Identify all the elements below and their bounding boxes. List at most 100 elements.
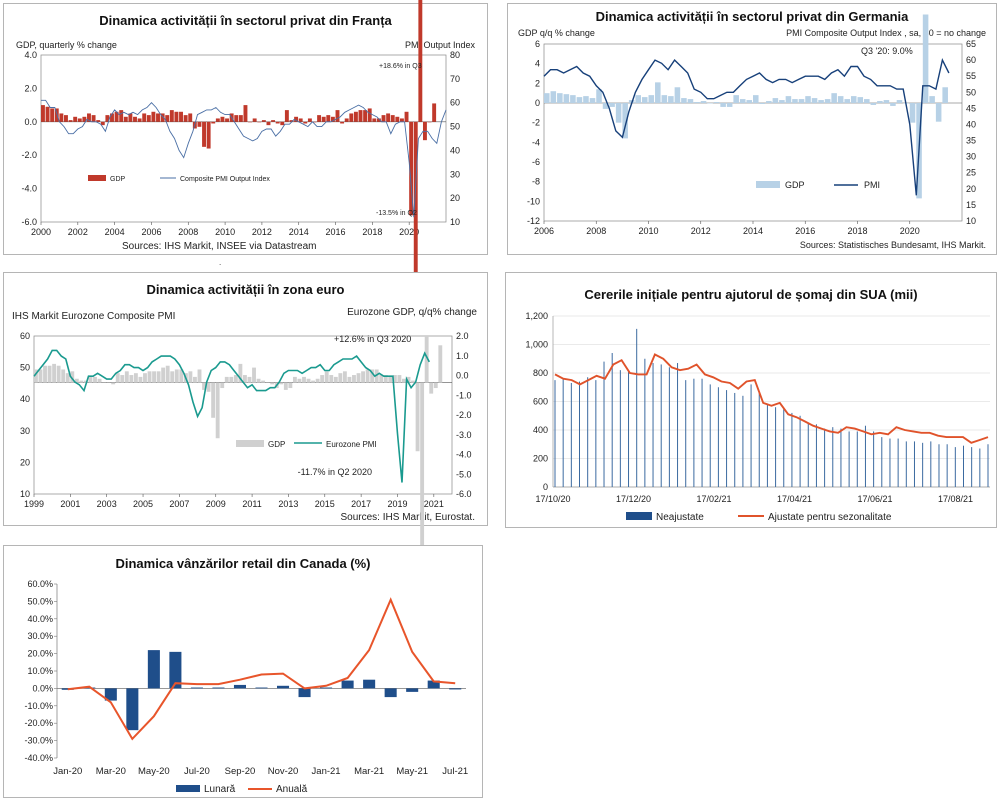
gdp-bar (303, 121, 308, 124)
monthly-bar (320, 687, 333, 689)
gdp-bar (772, 98, 779, 103)
gdp-bar (280, 121, 285, 126)
tiny-mark: . (219, 258, 222, 267)
legend-annual-label: Anuală (276, 784, 308, 795)
gdp-bar (433, 382, 438, 389)
gdp-bar (365, 369, 370, 383)
gdp-bar (283, 382, 288, 390)
gdp-bar (622, 103, 628, 139)
y-tick-label: -10.0% (24, 701, 53, 711)
x-tick-label: 2013 (278, 499, 298, 509)
legend-pmi-label: PMI (864, 180, 880, 190)
gdp-bar (805, 96, 811, 103)
x-tick-label: 17/02/21 (696, 494, 731, 504)
gdp-bar (818, 100, 824, 103)
gdp-bar (935, 103, 942, 122)
right-tick-label: -2.0 (456, 410, 472, 420)
gdp-bar (193, 376, 197, 383)
gdp-bar (156, 113, 160, 122)
gdp-bar (388, 376, 393, 383)
y-tick-label: 50.0% (27, 596, 53, 606)
left-tick-label: 0 (535, 98, 540, 108)
gdp-bar (146, 115, 151, 122)
gdp-bar (265, 382, 270, 383)
gdp-bar (824, 99, 831, 103)
gdp-bar (197, 369, 202, 383)
gdp-bar (165, 365, 170, 383)
x-tick-label: 17/08/21 (938, 494, 973, 504)
left-tick-label: 2.0 (24, 83, 37, 93)
x-tick-label: 2014 (289, 227, 309, 237)
gdp-bar (349, 113, 354, 122)
gdp-bar (850, 96, 857, 103)
left-tick-label: -6.0 (21, 217, 37, 227)
gdp-bar (289, 120, 294, 122)
x-tick-label: 1999 (24, 499, 44, 509)
x-tick-label: 2001 (60, 499, 80, 509)
gdp-bar (233, 375, 238, 383)
gdp-bar (406, 376, 411, 383)
gdp-bar (225, 118, 230, 122)
gdp-bar (197, 121, 202, 127)
y-tick-label: 0.0% (32, 683, 53, 693)
gdp-bar (152, 371, 156, 383)
gdp-bar (395, 116, 400, 122)
gdp-bar (544, 93, 550, 103)
gdp-bar (170, 371, 175, 383)
germany-panel: Dinamica activității în sectorul privat … (507, 3, 997, 255)
left-tick-label: 20 (20, 457, 30, 467)
x-tick-label: 2010 (638, 226, 658, 236)
gdp-bar (105, 115, 110, 122)
france-left-axis-title: GDP, quarterly % change (16, 40, 117, 50)
gdp-bar (779, 100, 785, 103)
gdp-bar (174, 369, 179, 383)
gdp-bar (576, 97, 583, 103)
eurozone-right-axis-title: Eurozone GDP, q/q% change (347, 307, 477, 318)
gdp-bar (165, 115, 170, 122)
gdp-bar (402, 378, 406, 383)
right-tick-label: 25 (966, 168, 976, 178)
gdp-bar (648, 95, 655, 103)
eurozone-title: Dinamica activității în zona euro (146, 282, 345, 297)
germany-right-axis-title: PMI Composite Output Index , sa, 50 = no… (786, 28, 986, 38)
gdp-bar (284, 110, 289, 122)
gdp-bar (681, 98, 687, 103)
legend-pmi-label: Composite PMI Output Index (180, 176, 270, 183)
gdp-bar (399, 118, 404, 122)
right-tick-label: 60 (450, 98, 460, 108)
gdp-bar (427, 121, 432, 123)
gdp-bar (344, 118, 349, 122)
gdp-bar (133, 373, 138, 383)
left-tick-label: -2 (532, 118, 540, 128)
gdp-bar (390, 115, 395, 122)
x-tick-label: 2004 (105, 227, 125, 237)
gdp-bar (106, 382, 111, 383)
gdp-bar (713, 102, 720, 103)
left-tick-label: -4 (532, 137, 540, 147)
gdp-bar (79, 380, 84, 383)
gdp-bar (279, 382, 284, 385)
gdp-bar (563, 94, 570, 103)
gdp-bar (188, 371, 193, 383)
right-tick-label: 10 (966, 216, 976, 226)
gdp-bar (34, 369, 38, 383)
right-tick-label: 10 (450, 217, 460, 227)
gdp-bar (329, 375, 334, 383)
left-tick-label: 40 (20, 394, 30, 404)
gdp-bar (220, 382, 225, 389)
gdp-bar (64, 115, 68, 122)
monthly-bar (363, 679, 376, 689)
gdp-bar (61, 369, 66, 383)
gdp-bar (183, 115, 188, 122)
gdp-bar (413, 121, 418, 348)
gdp-bar (142, 113, 147, 122)
pmi-line (41, 99, 447, 218)
monthly-bar (126, 688, 139, 731)
gdp-bar (409, 121, 414, 216)
gdp-bar (338, 373, 343, 383)
us-claims-chart: 1,200 1,000 800 600 400 200 0 17/10/20 17/12/20 1… (525, 311, 990, 523)
gdp-bar (602, 103, 609, 109)
gdp-bar (82, 116, 87, 122)
gdp-bar (356, 373, 361, 383)
gdp-bar (298, 118, 303, 122)
